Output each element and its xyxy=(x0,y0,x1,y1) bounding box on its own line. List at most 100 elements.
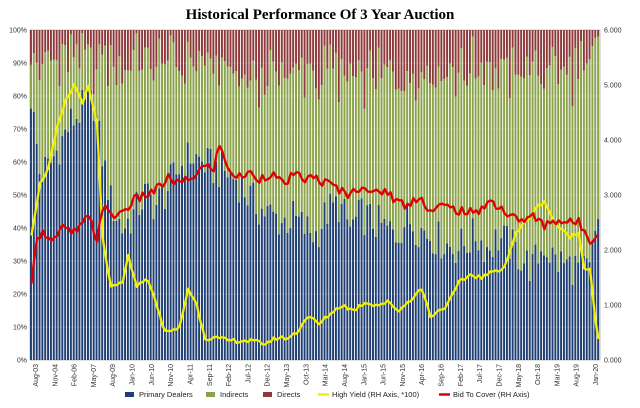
bar-primary-dealers xyxy=(588,262,591,360)
bar-primary-dealers xyxy=(369,203,372,360)
bar-primary-dealers xyxy=(246,205,249,360)
bar-directs xyxy=(457,30,460,73)
bar-indirects xyxy=(218,85,221,187)
bar-indirects xyxy=(64,45,67,130)
bar-indirects xyxy=(317,99,320,248)
bar-primary-dealers xyxy=(280,223,283,360)
bar-primary-dealers xyxy=(158,188,161,360)
bar-primary-dealers xyxy=(172,162,175,360)
bar-indirects xyxy=(429,82,431,242)
bar-primary-dealers xyxy=(417,247,420,360)
bar-primary-dealers xyxy=(409,224,411,360)
bar-primary-dealers xyxy=(431,253,434,360)
bar-indirects xyxy=(195,71,198,155)
bar-directs xyxy=(220,30,223,58)
bar-primary-dealers xyxy=(260,208,263,360)
bar-directs xyxy=(548,30,551,66)
bar-directs xyxy=(312,30,315,71)
bar-primary-dealers xyxy=(61,136,64,360)
bar-primary-dealers xyxy=(112,220,115,360)
bar-primary-dealers xyxy=(269,204,272,360)
bar-primary-dealers xyxy=(451,254,454,360)
bar-indirects xyxy=(337,102,340,223)
bar-primary-dealers xyxy=(220,151,223,360)
bar-directs xyxy=(89,30,92,48)
bar-primary-dealers xyxy=(354,216,357,360)
bar-indirects xyxy=(488,62,491,251)
bar-primary-dealers xyxy=(551,247,554,360)
bar-primary-dealers xyxy=(115,220,118,360)
bar-primary-dealers xyxy=(67,132,69,360)
legend-label: Bid To Cover (RH Axis) xyxy=(453,390,530,399)
bar-indirects xyxy=(223,61,226,171)
bar-indirects xyxy=(35,62,38,145)
bar-directs xyxy=(400,30,403,91)
x-tick-label: Jun-10 xyxy=(149,364,156,386)
bar-indirects xyxy=(554,56,557,255)
bar-directs xyxy=(500,30,503,59)
bar-directs xyxy=(41,30,44,65)
bar-primary-dealers xyxy=(403,226,406,360)
bar-directs xyxy=(443,30,446,79)
bar-indirects xyxy=(215,55,218,162)
bar-primary-dealers xyxy=(360,198,363,360)
bar-primary-dealers xyxy=(49,162,52,360)
bar-primary-dealers xyxy=(517,269,520,360)
bar-primary-dealers xyxy=(212,182,215,360)
bar-primary-dealers xyxy=(124,228,126,360)
bar-indirects xyxy=(357,60,360,200)
bar-indirects xyxy=(275,71,278,214)
left-tick-label: 40% xyxy=(13,226,27,233)
right-tick-label: 6.000 xyxy=(604,28,622,35)
bar-directs xyxy=(223,30,226,62)
bar-indirects xyxy=(240,78,243,178)
bar-directs xyxy=(181,30,183,76)
bar-indirects xyxy=(557,84,560,272)
bar-directs xyxy=(186,30,189,42)
bar-directs xyxy=(486,30,488,62)
bar-indirects xyxy=(508,98,511,259)
bar-primary-dealers xyxy=(218,186,221,360)
bar-directs xyxy=(309,30,312,64)
bar-primary-dealers xyxy=(323,202,326,360)
bar-primary-dealers xyxy=(121,233,124,360)
bar-directs xyxy=(47,30,50,51)
bar-primary-dealers xyxy=(391,229,394,360)
bar-directs xyxy=(69,30,72,35)
bar-directs xyxy=(594,30,597,38)
bar-primary-dealers xyxy=(443,254,446,360)
bar-indirects xyxy=(75,44,78,119)
bar-directs xyxy=(49,30,52,61)
right-tick-label: 4.000 xyxy=(604,138,622,145)
bar-primary-dealers xyxy=(303,233,306,360)
bar-directs xyxy=(397,30,400,89)
bar-primary-dealers xyxy=(400,242,403,360)
bar-directs xyxy=(146,30,149,48)
bar-directs xyxy=(215,30,218,56)
bar-directs xyxy=(429,30,431,83)
bar-primary-dealers xyxy=(500,238,503,360)
bar-indirects xyxy=(588,59,591,263)
bar-primary-dealers xyxy=(109,185,112,360)
right-tick-label: 1.000 xyxy=(604,303,622,310)
bar-indirects xyxy=(471,36,474,219)
bar-directs xyxy=(104,30,107,46)
bar-primary-dealers xyxy=(548,262,551,360)
bar-primary-dealers xyxy=(397,242,400,360)
bar-indirects xyxy=(303,97,306,234)
bar-primary-dealers xyxy=(101,166,104,360)
bar-primary-dealers xyxy=(448,246,451,360)
bar-primary-dealers xyxy=(258,224,260,360)
legend-swatch xyxy=(263,392,272,397)
right-tick-label: 5.000 xyxy=(604,83,622,90)
bar-primary-dealers xyxy=(178,174,181,360)
x-tick-label: Dec-17 xyxy=(496,364,503,387)
bar-primary-dealers xyxy=(175,174,178,360)
bar-primary-dealers xyxy=(337,222,340,360)
bar-directs xyxy=(585,30,588,64)
bar-primary-dealers xyxy=(480,240,483,360)
bar-directs xyxy=(414,30,417,101)
left-tick-label: 100% xyxy=(9,28,27,35)
bar-directs xyxy=(466,30,468,86)
bar-indirects xyxy=(523,78,525,264)
